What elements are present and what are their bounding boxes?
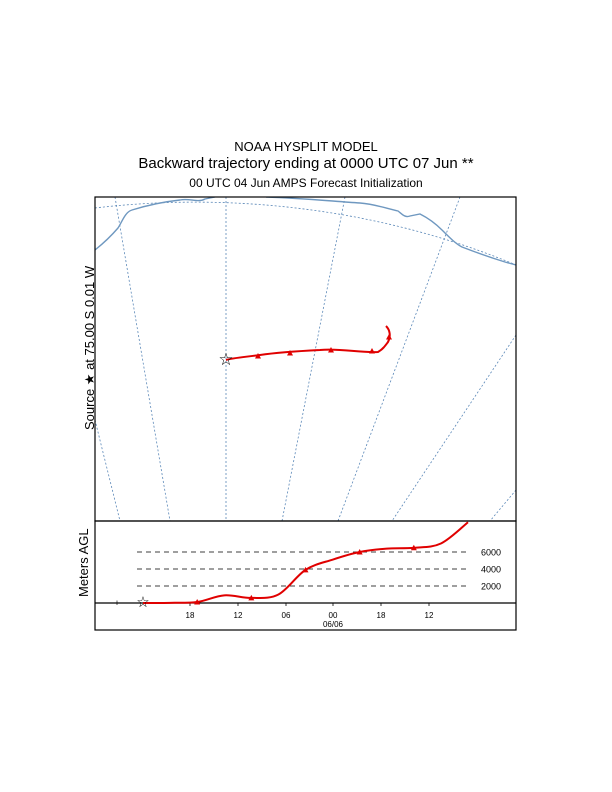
- x-tick-label: 06: [282, 611, 291, 620]
- y-axis-label: Meters AGL: [76, 528, 91, 597]
- map-marker: [287, 350, 293, 356]
- x-tick-label: 12: [234, 611, 243, 620]
- map-marker: [369, 348, 375, 354]
- x-tick-label: 00: [329, 611, 338, 620]
- x-tick-label: 18: [377, 611, 386, 620]
- x-tick-label: 18: [186, 611, 195, 620]
- map-markers: [255, 334, 392, 359]
- source-star-icon: ☆: [218, 350, 233, 369]
- source-location-label: Source ★ at 75.00 S 0.01 W: [82, 265, 97, 430]
- profile-marker: [248, 594, 255, 601]
- latitude-circle: [95, 201, 516, 266]
- chart-title-trajectory: Backward trajectory ending at 0000 UTC 0…: [138, 155, 474, 172]
- chart-subtitle-init: 00 UTC 04 Jun AMPS Forecast Initializati…: [189, 176, 423, 190]
- profile-start-marker: +: [114, 598, 119, 608]
- reference-label-6000: 6000: [481, 548, 501, 558]
- meridian-line: [281, 197, 346, 521]
- profile-source-star-icon: ☆: [136, 594, 149, 611]
- x-tick-label: 12: [425, 611, 434, 620]
- meridian-gridlines: [95, 197, 516, 521]
- map-marker: [328, 347, 334, 353]
- profile-marker: [356, 549, 363, 555]
- chart-title-model: NOAA HYSPLIT MODEL: [234, 139, 378, 154]
- profile-marker: [410, 544, 417, 551]
- reference-lines: 6000 4000 2000: [137, 548, 501, 592]
- meridian-line: [114, 197, 171, 521]
- date-label: 06/06: [323, 620, 344, 629]
- map-panel: [95, 197, 516, 521]
- reference-label-4000: 4000: [481, 565, 501, 575]
- map-marker: [386, 334, 392, 340]
- meridian-line: [391, 334, 516, 521]
- profile-marker: [302, 566, 309, 573]
- profile-trajectory-line: [142, 521, 469, 604]
- map-frame: [94, 196, 517, 522]
- profile-frame: [94, 520, 517, 631]
- meridian-line: [489, 489, 516, 521]
- profile-markers: [194, 544, 417, 605]
- meridian-line: [95, 419, 121, 521]
- coastline: [95, 197, 516, 266]
- map-marker: [255, 353, 261, 359]
- map-trajectory-line: [225, 325, 391, 361]
- profile-marker: [194, 598, 201, 605]
- reference-label-2000: 2000: [481, 582, 501, 592]
- x-axis-ticks: 18 12 06 00 18 12: [186, 603, 434, 620]
- meridian-line: [337, 197, 461, 521]
